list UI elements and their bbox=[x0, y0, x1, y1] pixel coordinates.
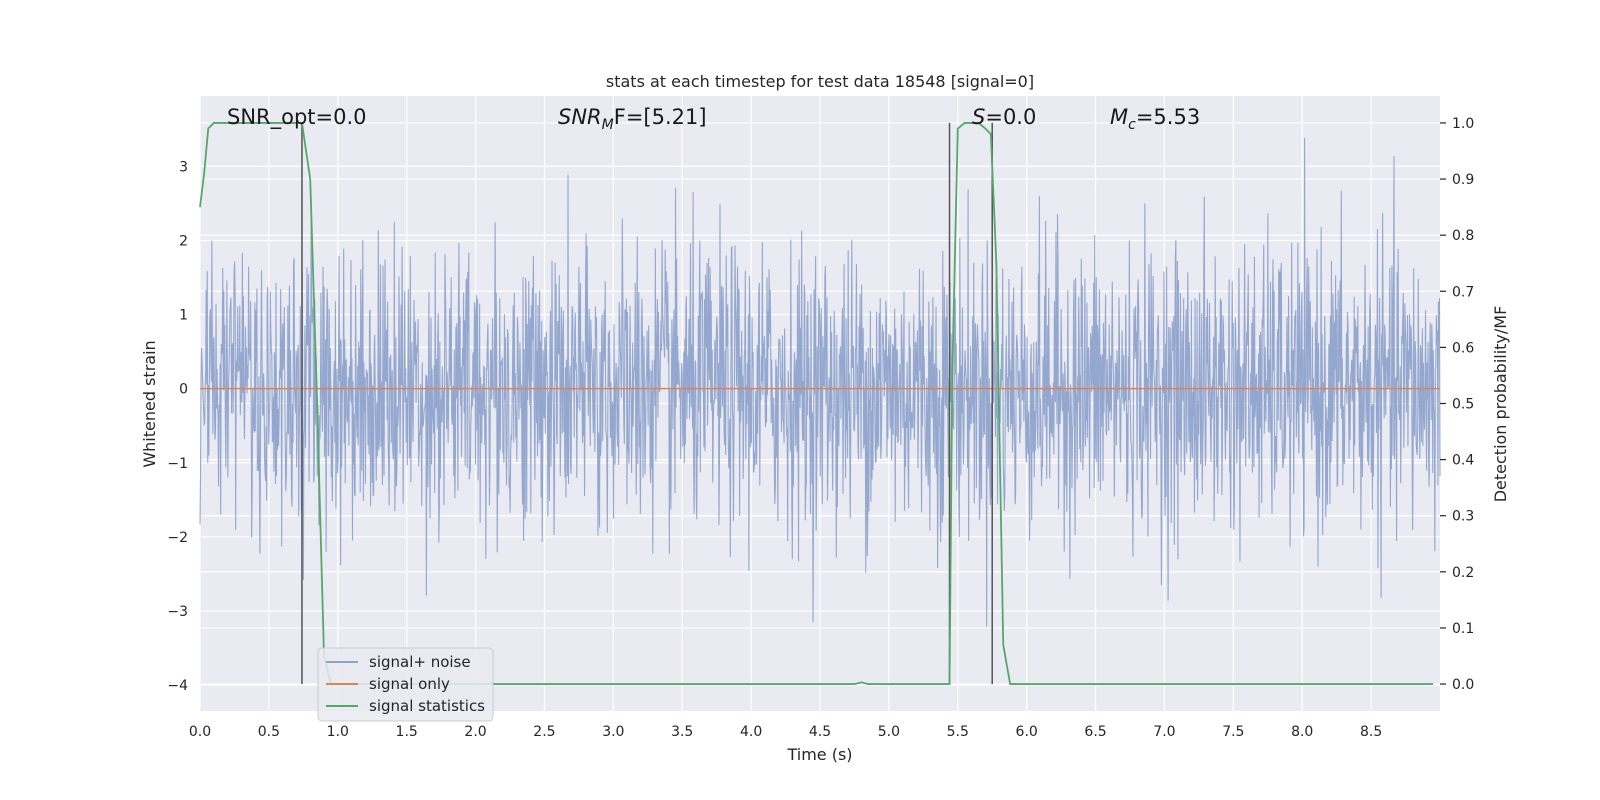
x-tick-label: 8.0 bbox=[1291, 724, 1313, 740]
y-tick-label-left: −3 bbox=[167, 604, 188, 620]
y-tick-label-left: 2 bbox=[179, 233, 188, 249]
y-tick-label-left: −1 bbox=[167, 456, 188, 472]
x-tick-label: 4.0 bbox=[740, 724, 762, 740]
x-tick-label: 2.0 bbox=[464, 724, 486, 740]
y-tick-label-right: 0.6 bbox=[1452, 340, 1474, 356]
y-tick-label-left: 1 bbox=[179, 308, 188, 324]
y-axis-left-label: Whitened strain bbox=[140, 340, 159, 467]
annotation-s-prefix: S bbox=[972, 105, 985, 129]
annotation-mc-prefix: M bbox=[1110, 105, 1128, 129]
y-tick-label-right: 0.9 bbox=[1452, 172, 1474, 188]
y-tick-label-left: −4 bbox=[167, 678, 188, 694]
y-tick-label-right: 0.3 bbox=[1452, 509, 1474, 525]
annotation-snr-mf: SNRMF=[5.21] bbox=[558, 105, 707, 133]
x-tick-label: 6.5 bbox=[1084, 724, 1106, 740]
x-tick-label: 3.0 bbox=[602, 724, 624, 740]
annotation-mc-suffix: =5.53 bbox=[1136, 105, 1200, 129]
y-tick-label-right: 0.4 bbox=[1452, 453, 1474, 469]
y-tick-label-right: 0.2 bbox=[1452, 565, 1474, 581]
x-tick-label: 8.5 bbox=[1360, 724, 1382, 740]
annotation-snr-mf-suffix: F=[5.21] bbox=[614, 105, 707, 129]
annotation-s-suffix: =0.0 bbox=[985, 105, 1036, 129]
y-tick-label-left: 3 bbox=[179, 159, 188, 175]
signal-statistics-line bbox=[199, 122, 1434, 685]
x-tick-label: 6.0 bbox=[1016, 724, 1038, 740]
x-tick-label: 2.5 bbox=[533, 724, 555, 740]
annotation-snr-mf-sub: M bbox=[602, 117, 614, 133]
signal-plus-noise-line bbox=[199, 137, 1441, 627]
x-tick-label: 0.0 bbox=[189, 724, 211, 740]
series-signal-statistics bbox=[199, 122, 1434, 685]
y-tick-label-right: 1.0 bbox=[1452, 116, 1474, 132]
y-tick-label-right: 0.7 bbox=[1452, 284, 1474, 300]
legend-box bbox=[317, 647, 494, 722]
x-tick-label: 3.5 bbox=[671, 724, 693, 740]
legend-label-signal-only: signal only bbox=[369, 675, 450, 693]
legend-label-signal-plus-noise: signal+ noise bbox=[369, 653, 471, 671]
annotation-s: S=0.0 bbox=[972, 105, 1036, 129]
y-axis-left-ticks: −4 −3 −2 −1 0 1 2 3 bbox=[167, 159, 188, 694]
x-tick-label: 1.5 bbox=[396, 724, 418, 740]
y-tick-label-right: 0.5 bbox=[1452, 397, 1474, 413]
annotation-snr-mf-prefix: SNR bbox=[558, 105, 602, 129]
x-tick-label: 5.5 bbox=[947, 724, 969, 740]
y-tick-label-right: 0.1 bbox=[1452, 621, 1474, 637]
x-tick-label: 1.0 bbox=[327, 724, 349, 740]
x-tick-label: 4.5 bbox=[809, 724, 831, 740]
x-tick-label: 0.5 bbox=[258, 724, 280, 740]
x-axis-label: Time (s) bbox=[786, 745, 852, 764]
y-tick-label-right: 0.0 bbox=[1452, 677, 1474, 693]
y-tick-label-left: 0 bbox=[179, 382, 188, 398]
legend: signal+ noise signal only signal statist… bbox=[317, 647, 494, 722]
x-axis-ticks: 0.0 0.5 1.0 1.5 2.0 2.5 3.0 3.5 4.0 4.5 5.0 5.5 6.0 6… bbox=[189, 724, 1382, 740]
annotation-snr-opt: SNR_opt=0.0 bbox=[227, 105, 367, 130]
annotation-mc: Mc=5.53 bbox=[1110, 105, 1200, 133]
chart-title: stats at each timestep for test data 185… bbox=[606, 72, 1034, 91]
annotation-mc-sub: c bbox=[1128, 117, 1136, 133]
series-signal-plus-noise bbox=[199, 137, 1441, 627]
y-axis-right-ticks: 0.0 0.1 0.2 0.3 0.4 0.5 0.6 0.7 0.8 0.9 1.0 bbox=[1440, 116, 1474, 693]
legend-label-signal-statistics: signal statistics bbox=[369, 697, 485, 715]
y-tick-label-right: 0.8 bbox=[1452, 228, 1474, 244]
y-axis-right-label: Detection probability/MF bbox=[1491, 306, 1510, 503]
x-tick-label: 7.5 bbox=[1222, 724, 1244, 740]
x-tick-label: 5.0 bbox=[878, 724, 900, 740]
x-tick-label: 7.0 bbox=[1153, 724, 1175, 740]
y-tick-label-left: −2 bbox=[167, 530, 188, 546]
